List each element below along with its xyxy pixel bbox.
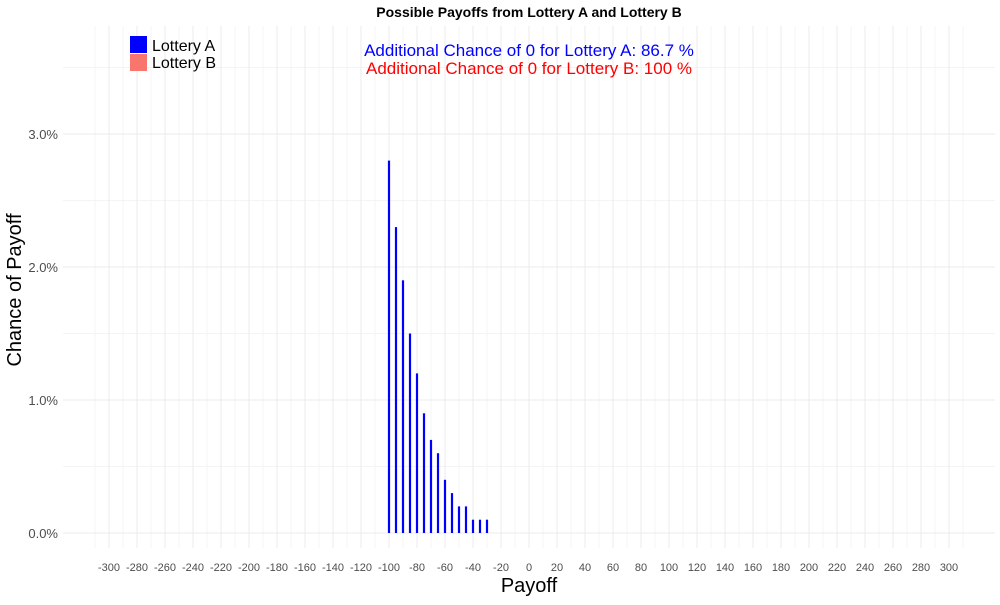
legend-label-lottery-b: Lottery B	[152, 55, 216, 72]
bar-lottery-a	[485, 519, 489, 533]
y-tick-label: 0.0%	[28, 526, 58, 541]
x-axis-ticks: -300 -280 -260 -240 -220 -200 -180 -160 -140 -120…	[98, 562, 958, 574]
y-axis-label: Chance of Payoff	[4, 213, 26, 367]
annotation-lottery-a: Additional Chance of 0 for Lottery A: 86…	[364, 41, 694, 60]
y-tick-label: 3.0%	[28, 127, 58, 142]
x-tick-label: 60	[607, 562, 619, 574]
minor-gridlines	[63, 26, 995, 548]
x-tick-label: 300	[940, 562, 958, 574]
x-tick-label: 240	[856, 562, 874, 574]
x-tick-label: -80	[409, 562, 425, 574]
y-tick-label: 2.0%	[28, 260, 58, 275]
bar-lottery-a	[387, 160, 391, 533]
bar-lottery-a	[436, 453, 440, 533]
x-tick-label: -220	[210, 562, 232, 574]
legend-label-lottery-a: Lottery A	[152, 38, 215, 55]
bar-lottery-a	[450, 493, 454, 533]
bar-lottery-a	[408, 333, 412, 533]
x-axis-label: Payoff	[501, 575, 558, 597]
x-tick-label: 160	[744, 562, 762, 574]
x-tick-label: -180	[266, 562, 288, 574]
major-gridlines	[63, 26, 995, 548]
legend-swatch-lottery-a	[130, 36, 147, 53]
x-tick-label: 280	[912, 562, 930, 574]
x-tick-label: 120	[688, 562, 706, 574]
bar-lottery-a	[415, 373, 419, 533]
legend-swatch-lottery-b	[130, 54, 147, 71]
x-tick-label: -160	[294, 562, 316, 574]
bar-lottery-a	[443, 479, 447, 533]
x-tick-label: -100	[378, 562, 400, 574]
bar-lottery-a	[422, 413, 426, 533]
x-tick-label: 20	[551, 562, 563, 574]
x-tick-label: 180	[772, 562, 790, 574]
bar-lottery-a	[401, 280, 405, 533]
x-tick-label: 40	[579, 562, 591, 574]
x-tick-label: 0	[526, 562, 532, 574]
x-tick-label: 140	[716, 562, 734, 574]
x-tick-label: -140	[322, 562, 344, 574]
x-tick-label: -280	[126, 562, 148, 574]
legend: Lottery A Lottery B	[130, 36, 216, 72]
x-tick-label: -40	[465, 562, 481, 574]
y-tick-label: 1.0%	[28, 393, 58, 408]
x-tick-label: -20	[493, 562, 509, 574]
x-tick-label: -260	[154, 562, 176, 574]
x-tick-label: -200	[238, 562, 260, 574]
x-tick-label: -240	[182, 562, 204, 574]
bar-lottery-a	[457, 506, 461, 533]
x-tick-label: -120	[350, 562, 372, 574]
x-tick-label: -300	[98, 562, 120, 574]
chart-title: Possible Payoffs from Lottery A and Lott…	[376, 4, 681, 20]
x-tick-label: 200	[800, 562, 818, 574]
bar-lottery-a	[478, 519, 482, 533]
bar-lottery-a	[394, 227, 398, 533]
bar-series	[387, 160, 489, 533]
x-tick-label: 260	[884, 562, 902, 574]
annotation-lottery-b: Additional Chance of 0 for Lottery B: 10…	[366, 59, 692, 78]
bar-lottery-a	[464, 506, 468, 533]
bar-lottery-a	[471, 519, 475, 533]
x-tick-label: 80	[635, 562, 647, 574]
x-tick-label: 220	[828, 562, 846, 574]
bar-lottery-a	[429, 439, 433, 533]
x-tick-label: -60	[437, 562, 453, 574]
x-tick-label: 100	[660, 562, 678, 574]
y-axis-ticks: 0.0% 1.0% 2.0% 3.0%	[28, 127, 58, 541]
